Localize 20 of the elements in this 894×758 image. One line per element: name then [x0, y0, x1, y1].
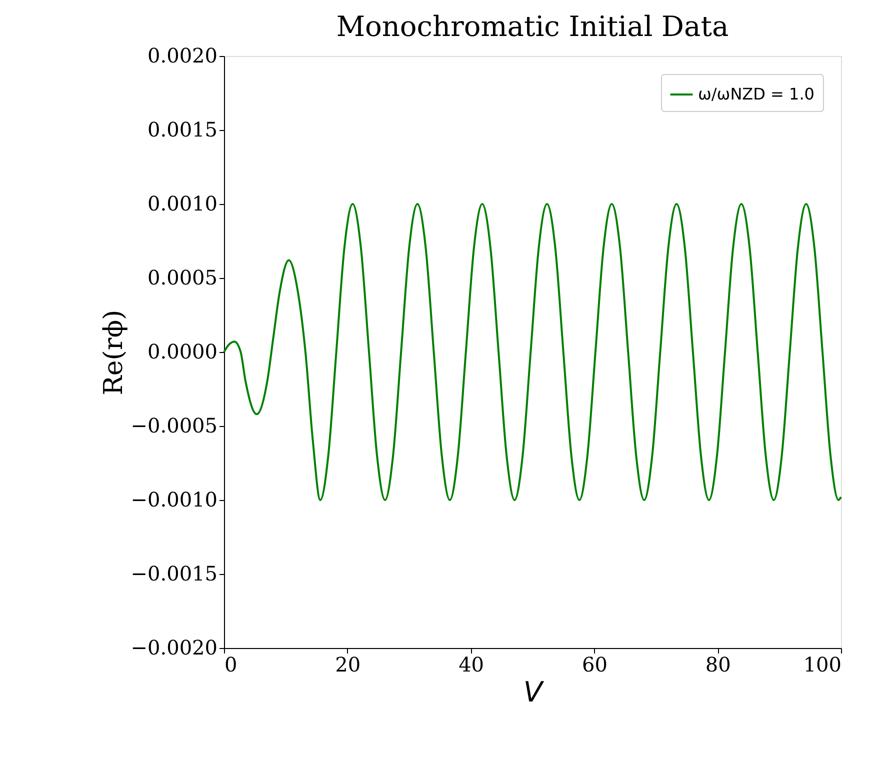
x-tick-label: 60	[582, 652, 608, 676]
x-tick-label: 80	[705, 652, 731, 676]
y-tick-label: 0.0010	[148, 192, 218, 216]
x-tick-label: 40	[458, 652, 484, 676]
x-axis-title: V	[523, 676, 544, 708]
y-tick-label: 0.0000	[148, 340, 218, 364]
y-tick-label: −0.0015	[130, 562, 218, 586]
y-tick-label: −0.0005	[130, 414, 218, 438]
y-axis-title: Re(rϕ)	[98, 310, 129, 396]
x-tick-label: 20	[335, 652, 361, 676]
line-series	[223, 203, 842, 501]
y-tick-label: 0.0020	[148, 44, 218, 68]
chart-title: Monochromatic Initial Data	[336, 10, 729, 43]
legend-label: ω/ωNZD = 1.0	[698, 84, 814, 104]
y-tick-label: 0.0005	[148, 266, 218, 290]
x-tick-label: 0	[224, 652, 238, 676]
y-tick-label: 0.0015	[148, 118, 218, 142]
y-tick-label: −0.0010	[130, 488, 218, 512]
y-tick-label: −0.0020	[130, 636, 218, 660]
x-tick-label: 100	[803, 652, 842, 676]
